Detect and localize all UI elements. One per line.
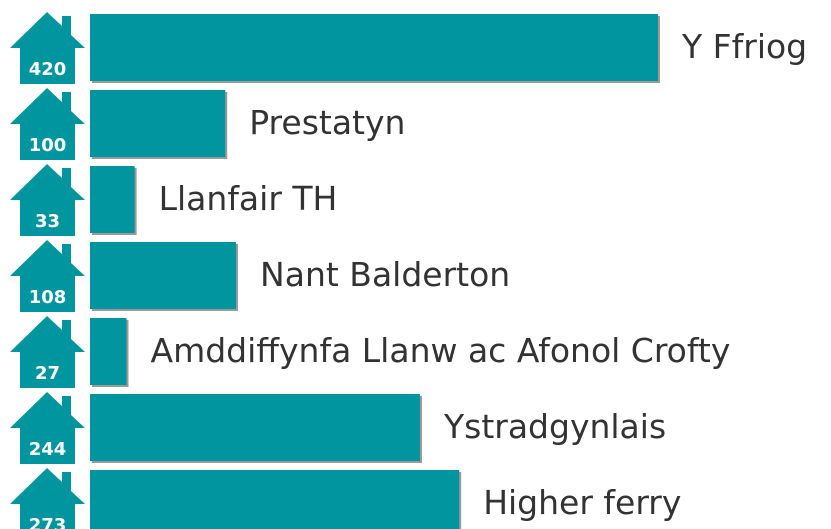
category-label: Prestatyn: [249, 103, 405, 142]
value-label: 273: [29, 515, 67, 529]
value-label: 27: [35, 363, 60, 384]
bar: [90, 242, 237, 309]
category-label: Higher ferry: [483, 483, 681, 522]
category-label: Y Ffriog: [681, 27, 807, 66]
bar: [90, 318, 127, 385]
category-label: Amddiffynfa Llanw ac Afonol Crofty: [151, 331, 731, 370]
house-icon: [10, 392, 85, 464]
house-icon: [10, 12, 85, 84]
house-icon: [10, 316, 85, 388]
value-label: 100: [29, 135, 67, 156]
value-label: 420: [29, 59, 67, 80]
house-icon: [10, 164, 85, 236]
value-label: 108: [29, 287, 67, 308]
bar: [90, 14, 658, 81]
category-label: Nant Balderton: [260, 255, 510, 294]
value-label: 33: [35, 211, 60, 232]
bar: [90, 166, 135, 233]
bar: [90, 90, 226, 157]
bar: [90, 394, 420, 461]
house-icon: [10, 88, 85, 160]
house-icon: [10, 240, 85, 312]
house-icon: [10, 468, 85, 529]
category-label: Llanfair TH: [159, 179, 338, 218]
value-label: 244: [29, 439, 67, 460]
bar: [90, 470, 460, 529]
category-label: Ystradgynlais: [443, 407, 666, 446]
